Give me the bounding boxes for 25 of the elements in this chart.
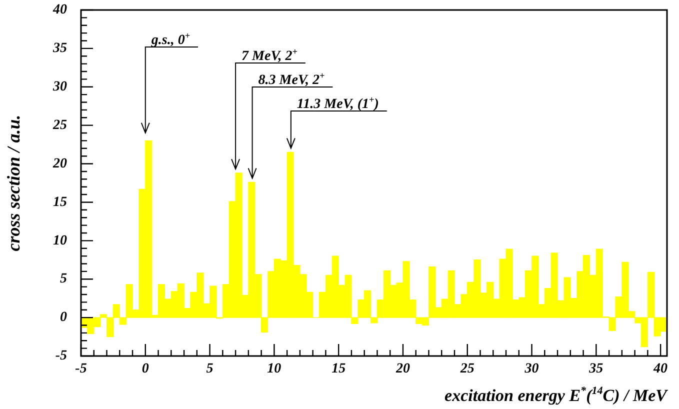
y-tick-label: 15 [53, 194, 67, 210]
x-tick-label: 15 [332, 362, 346, 377]
x-tick-label: 5 [206, 362, 214, 377]
y-tick-label: 35 [52, 41, 67, 56]
x-tick-label: 20 [394, 362, 410, 377]
x-tick-label: 40 [652, 362, 668, 377]
x-tick-label: 30 [524, 362, 539, 377]
x-tick-label: -5 [75, 362, 87, 377]
y-tick-label: -5 [55, 348, 67, 364]
annotation: 8.3 MeV, 2+ [258, 70, 325, 88]
y-tick-label: 5 [60, 272, 67, 287]
annotation: 11.3 MeV, (1+) [296, 94, 379, 112]
y-axis-title: cross section / a.u. [3, 114, 24, 252]
y-tick-label: 0 [60, 310, 67, 326]
x-tick-label: 0 [142, 362, 149, 377]
y-tick-label: 40 [52, 2, 67, 18]
annotation: 7 MeV, 2+ [242, 46, 298, 64]
y-tick-label: 10 [53, 233, 67, 248]
x-tick-label: 35 [588, 362, 604, 377]
x-tick-label: 25 [459, 362, 474, 377]
x-tick-label: 10 [267, 362, 282, 377]
y-tick-label: 20 [52, 156, 67, 172]
y-tick-label: 30 [52, 80, 67, 94]
y-tick-label: 25 [52, 118, 67, 133]
annotation: g.s., 0+ [150, 30, 190, 48]
